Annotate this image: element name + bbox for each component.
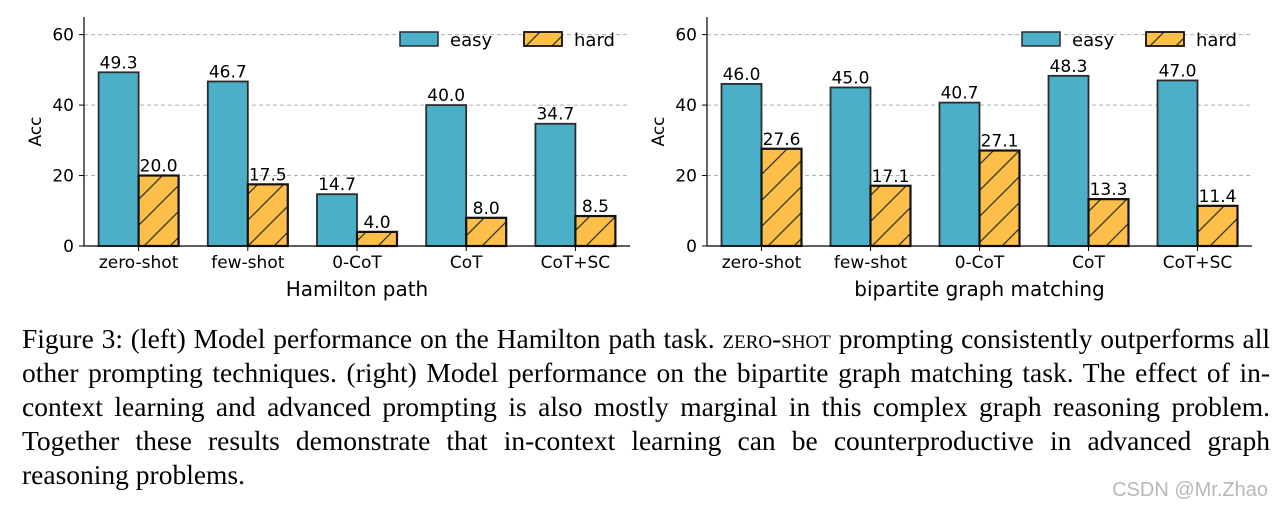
bar-hard-hatch-CoT+SC <box>1196 204 1239 248</box>
y-tick-label: 20 <box>675 167 697 187</box>
caption-prefix: Figure 3: (left) Model performance on th… <box>22 323 723 354</box>
data-label-easy-CoT+SC: 47.0 <box>1159 61 1197 81</box>
legend-label-hard: hard <box>574 30 615 51</box>
data-label-easy-0-CoT: 14.7 <box>318 175 356 195</box>
x-tick-label-0-CoT: 0-CoT <box>332 253 382 273</box>
legend-swatch-easy <box>1021 31 1061 47</box>
data-label-hard-few-shot: 17.5 <box>249 165 287 185</box>
legend-swatch-hard-hatch <box>523 31 563 47</box>
x-tick-label-CoT: CoT <box>450 253 483 273</box>
chart-hamilton-path: 49.3 20.0 zero-shot 46.7 17.5 few-shot 14.7 4.0… <box>26 17 630 301</box>
x-tick-label-CoT: CoT <box>1072 253 1105 273</box>
y-axis-label: Acc <box>649 116 669 146</box>
bar-easy-CoT <box>1047 74 1090 247</box>
data-label-hard-CoT: 13.3 <box>1090 180 1128 200</box>
x-tick-label-CoT+SC: CoT+SC <box>1163 253 1233 273</box>
bar-easy-zero-shot <box>720 83 763 247</box>
legend-swatch-easy <box>399 31 439 47</box>
x-axis-label: bipartite graph matching <box>854 277 1104 301</box>
bar-easy-0-CoT <box>938 101 981 247</box>
data-label-hard-zero-shot: 20.0 <box>140 157 178 177</box>
bar-hard-hatch-CoT+SC <box>574 214 617 248</box>
data-label-easy-CoT: 40.0 <box>427 86 465 106</box>
data-label-easy-0-CoT: 40.7 <box>941 84 979 104</box>
legend-label-easy: easy <box>450 30 492 51</box>
y-tick-label: 40 <box>675 96 697 116</box>
data-label-hard-CoT+SC: 8.5 <box>582 197 609 217</box>
data-label-easy-CoT: 48.3 <box>1050 57 1088 77</box>
data-label-easy-zero-shot: 49.3 <box>100 53 138 73</box>
chart-bipartite-graph-matching: 46.0 27.6 zero-shot 45.0 17.1 few-shot 40.7 27.… <box>649 17 1252 301</box>
x-tick-label-few-shot: few-shot <box>211 253 285 273</box>
bar-hard-hatch-0-CoT <box>355 230 399 248</box>
data-label-hard-0-CoT: 4.0 <box>363 213 390 233</box>
data-label-hard-zero-shot: 27.6 <box>763 130 801 150</box>
x-tick-label-few-shot: few-shot <box>834 253 908 273</box>
data-label-easy-few-shot: 45.0 <box>832 68 870 88</box>
y-tick-label: 20 <box>52 167 74 187</box>
data-label-hard-CoT+SC: 11.4 <box>1199 187 1237 207</box>
bar-easy-CoT+SC <box>534 122 577 247</box>
y-tick-label: 0 <box>686 237 697 257</box>
y-axis-label: Acc <box>26 116 46 146</box>
bar-easy-0-CoT <box>316 193 358 247</box>
data-label-easy-CoT+SC: 34.7 <box>536 105 574 125</box>
bar-easy-CoT <box>425 104 468 247</box>
y-tick-label: 0 <box>63 237 74 257</box>
y-tick-label: 60 <box>675 26 697 46</box>
caption-rest: prompting consistently outperforms all o… <box>22 323 1270 490</box>
x-axis-label: Hamilton path <box>286 277 428 301</box>
bar-hard-hatch-zero-shot <box>760 147 803 248</box>
bar-hard-hatch-few-shot <box>246 183 289 248</box>
legend-swatch-hard-hatch <box>1145 31 1185 47</box>
bar-hard-hatch-zero-shot <box>137 174 180 248</box>
bar-hard-hatch-0-CoT <box>978 149 1021 248</box>
bar-easy-few-shot <box>829 86 872 247</box>
x-tick-label-0-CoT: 0-CoT <box>955 253 1005 273</box>
bar-hard-hatch-CoT <box>465 216 508 248</box>
data-label-easy-zero-shot: 46.0 <box>723 65 761 85</box>
watermark: CSDN @Mr.Zhao <box>1112 479 1268 501</box>
x-tick-label-zero-shot: zero-shot <box>99 253 179 273</box>
bar-hard-hatch-CoT <box>1087 198 1130 248</box>
y-tick-label: 40 <box>52 96 74 116</box>
bar-easy-zero-shot <box>97 71 140 247</box>
figure-caption: Figure 3: (left) Model performance on th… <box>22 322 1270 492</box>
y-tick-label: 60 <box>52 26 74 46</box>
data-label-hard-0-CoT: 27.1 <box>981 132 1019 152</box>
legend-label-easy: easy <box>1072 30 1114 51</box>
caption-smallcaps: zero-shot <box>722 323 831 354</box>
figure-charts: 49.3 20.0 zero-shot 46.7 17.5 few-shot 14.7 4.0… <box>26 17 1252 301</box>
data-label-hard-CoT: 8.0 <box>473 199 500 219</box>
bar-easy-CoT+SC <box>1156 79 1199 247</box>
data-label-easy-few-shot: 46.7 <box>209 62 247 82</box>
x-tick-label-zero-shot: zero-shot <box>722 253 802 273</box>
legend-label-hard: hard <box>1196 30 1237 51</box>
bar-hard-hatch-few-shot <box>869 184 912 248</box>
bar-easy-few-shot <box>206 80 249 247</box>
data-label-hard-few-shot: 17.1 <box>872 167 910 187</box>
x-tick-label-CoT+SC: CoT+SC <box>541 253 611 273</box>
